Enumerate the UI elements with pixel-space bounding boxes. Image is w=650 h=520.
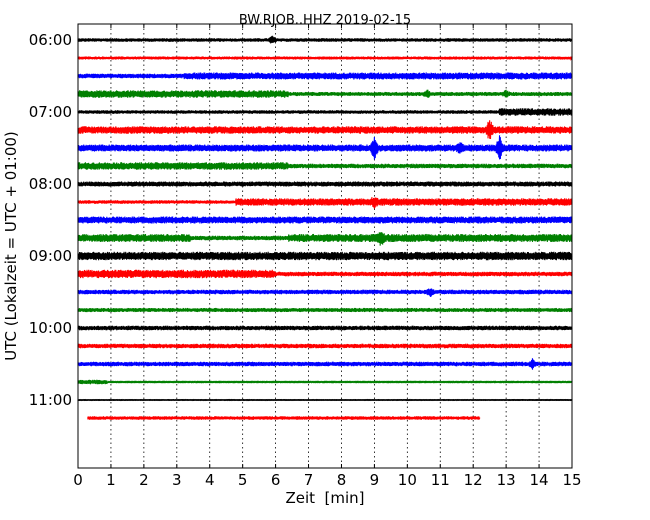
x-axis-label: Zeit [min] <box>285 489 364 507</box>
y-tick-label: 06:00 <box>29 31 72 49</box>
x-tick-label: 5 <box>238 471 248 489</box>
x-tick-label: 3 <box>172 471 182 489</box>
x-tick-label: 0 <box>73 471 83 489</box>
x-tick-label: 6 <box>271 471 281 489</box>
x-axis-ticks: 0 1 2 3 4 5 6 7 8 9 10 11 12 13 14 15 <box>73 24 582 489</box>
x-tick-label: 11 <box>431 471 450 489</box>
x-tick-label: 13 <box>497 471 516 489</box>
x-tick-label: 8 <box>337 471 347 489</box>
x-tick-label: 7 <box>304 471 314 489</box>
plot-frame <box>77 23 573 469</box>
x-tick-label: 10 <box>398 471 417 489</box>
x-tick-label: 12 <box>464 471 483 489</box>
chart-title: BW.RJOB..HHZ 2019-02-15 <box>239 13 411 28</box>
seismic-trace <box>77 197 573 209</box>
y-tick-label: 08:00 <box>29 175 72 193</box>
seismic-trace <box>77 232 573 246</box>
y-tick-label: 07:00 <box>29 103 72 121</box>
x-tick-label: 4 <box>205 471 215 489</box>
seismic-trace <box>77 288 573 297</box>
x-tick-label: 15 <box>562 471 581 489</box>
y-axis-label: UTC (Lokalzeit = UTC + 01:00) <box>2 131 20 361</box>
y-tick-label: 10:00 <box>29 319 72 337</box>
x-tick-label: 9 <box>370 471 380 489</box>
grid-lines <box>110 24 540 468</box>
traces <box>77 35 573 420</box>
y-tick-label: 11:00 <box>29 391 72 409</box>
x-tick-label: 2 <box>139 471 149 489</box>
x-tick-label: 14 <box>530 471 549 489</box>
x-tick-label: 1 <box>106 471 116 489</box>
y-axis-ticks: 06:00 07:00 08:00 09:00 10:00 11:00 <box>29 31 572 409</box>
y-tick-label: 09:00 <box>29 247 72 265</box>
